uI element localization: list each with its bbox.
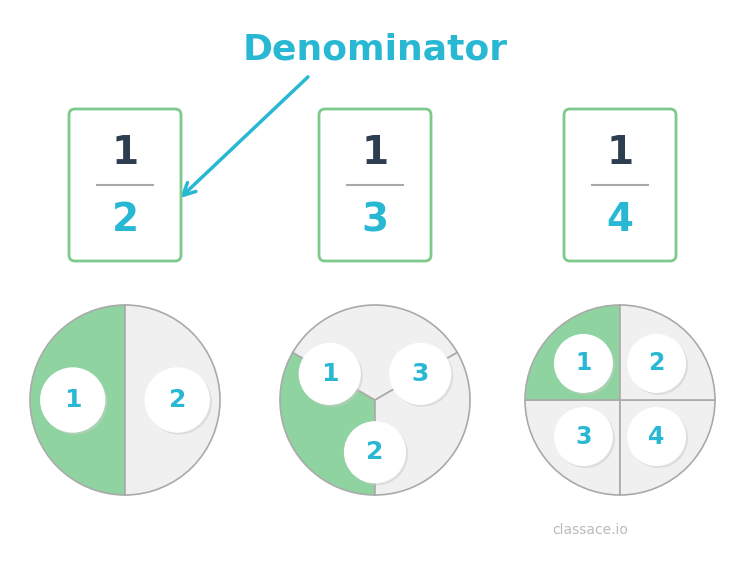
Circle shape: [302, 346, 362, 406]
Text: 2: 2: [169, 388, 186, 412]
Text: 4: 4: [649, 425, 664, 448]
Circle shape: [40, 368, 105, 432]
Circle shape: [556, 410, 614, 468]
Text: 2: 2: [366, 440, 384, 464]
FancyBboxPatch shape: [69, 109, 181, 261]
Wedge shape: [525, 305, 620, 400]
Wedge shape: [125, 305, 220, 495]
Text: 1: 1: [607, 134, 634, 172]
Wedge shape: [620, 305, 715, 400]
Circle shape: [628, 408, 686, 465]
Text: 1: 1: [362, 134, 388, 172]
Text: 1: 1: [64, 388, 82, 412]
FancyBboxPatch shape: [319, 109, 431, 261]
Wedge shape: [375, 352, 470, 495]
Circle shape: [390, 343, 451, 404]
Circle shape: [299, 343, 360, 404]
Text: 1: 1: [321, 362, 338, 386]
Wedge shape: [620, 400, 715, 495]
Circle shape: [556, 337, 614, 394]
Wedge shape: [525, 400, 620, 495]
Text: 2: 2: [649, 351, 664, 376]
FancyBboxPatch shape: [564, 109, 676, 261]
Circle shape: [346, 424, 407, 484]
Text: classace.io: classace.io: [552, 523, 628, 537]
Wedge shape: [280, 352, 375, 495]
Circle shape: [392, 346, 453, 406]
Text: 1: 1: [112, 134, 139, 172]
Text: 3: 3: [412, 362, 429, 386]
Wedge shape: [292, 305, 458, 400]
Circle shape: [43, 370, 106, 434]
Text: Denominator: Denominator: [242, 33, 508, 67]
Text: 4: 4: [607, 201, 634, 239]
Text: 3: 3: [575, 425, 592, 448]
Text: 1: 1: [575, 351, 592, 376]
Wedge shape: [30, 305, 125, 495]
Circle shape: [554, 408, 612, 465]
Text: 3: 3: [362, 201, 388, 239]
Text: 2: 2: [112, 201, 139, 239]
Circle shape: [630, 410, 687, 468]
Circle shape: [628, 334, 686, 392]
Circle shape: [344, 422, 406, 483]
Circle shape: [554, 334, 612, 392]
Circle shape: [630, 337, 687, 394]
Circle shape: [146, 368, 209, 432]
Circle shape: [147, 370, 211, 434]
